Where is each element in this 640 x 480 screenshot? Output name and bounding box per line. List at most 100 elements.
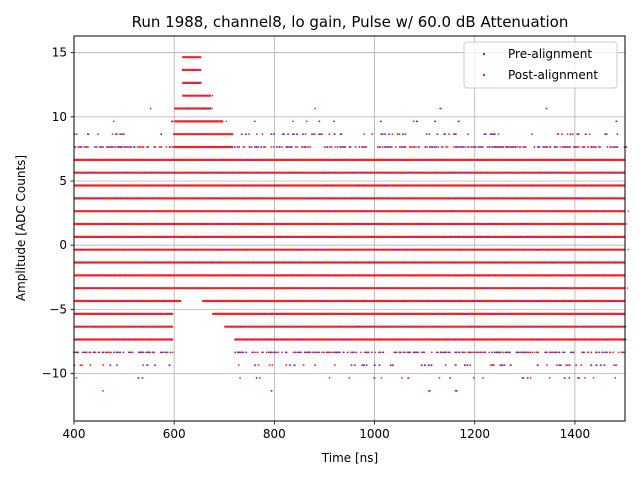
pre-alignment-point: [524, 146, 527, 148]
pre-alignment-point: [182, 159, 184, 161]
pre-alignment-point: [94, 325, 97, 328]
pre-alignment-point: [517, 248, 519, 251]
pre-alignment-point: [414, 261, 417, 264]
post-alignment-point: [313, 351, 316, 354]
pre-alignment-point: [464, 146, 466, 148]
pre-alignment-point: [420, 236, 422, 238]
post-alignment-point: [365, 146, 368, 148]
pre-alignment-point: [604, 351, 606, 354]
pre-alignment-point: [88, 313, 90, 315]
pre-alignment-point: [585, 274, 587, 277]
pre-alignment-point: [544, 197, 546, 200]
pre-alignment-point: [188, 107, 191, 110]
pre-alignment-point: [499, 146, 501, 148]
post-alignment-point: [576, 377, 579, 379]
pre-alignment-point: [356, 325, 359, 328]
pre-alignment-point: [556, 338, 558, 341]
pre-alignment-point: [569, 351, 572, 354]
pre-alignment-point: [435, 171, 438, 174]
pre-alignment-point: [96, 197, 98, 200]
pre-alignment-point: [425, 287, 427, 289]
pre-alignment-point: [537, 351, 540, 354]
pre-alignment-point: [526, 377, 529, 379]
pre-alignment-point: [164, 338, 166, 341]
pre-alignment-point: [436, 210, 439, 212]
pre-alignment-point: [358, 274, 361, 277]
pre-alignment-point: [260, 261, 262, 264]
post-alignment-point: [398, 351, 401, 354]
pre-alignment-point: [563, 377, 566, 379]
pre-alignment-point: [479, 274, 481, 277]
pre-alignment-point: [574, 146, 577, 148]
pre-alignment-point: [482, 184, 484, 187]
pre-alignment-point: [371, 351, 373, 354]
pre-alignment-point: [315, 351, 317, 354]
pre-alignment-point: [550, 171, 552, 174]
pre-alignment-point: [163, 171, 165, 174]
pre-alignment-point: [326, 146, 329, 148]
pre-alignment-point: [614, 364, 617, 366]
pre-alignment-point: [155, 159, 158, 161]
pre-alignment-point: [466, 287, 469, 289]
pre-alignment-point: [514, 146, 517, 148]
pre-alignment-point: [406, 313, 408, 315]
pre-alignment-point: [599, 146, 602, 148]
pre-alignment-point: [613, 197, 615, 200]
pre-alignment-point: [603, 313, 605, 315]
pre-alignment-point: [354, 223, 357, 225]
post-alignment-point: [396, 133, 399, 136]
pre-alignment-point: [109, 274, 111, 277]
pre-alignment-point: [332, 197, 334, 200]
pre-alignment-point: [403, 261, 406, 264]
pre-alignment-point: [255, 171, 258, 174]
pre-alignment-point: [569, 133, 572, 135]
pre-alignment-point: [201, 120, 203, 123]
post-alignment-point: [581, 351, 583, 354]
pre-alignment-point: [123, 313, 126, 315]
pre-alignment-point: [553, 236, 555, 238]
pre-alignment-point: [386, 325, 388, 328]
post-alignment-point: [557, 133, 560, 136]
pre-alignment-point: [283, 274, 285, 277]
pre-alignment-point: [193, 171, 195, 174]
pre-alignment-point: [343, 159, 346, 161]
pre-alignment-point: [410, 274, 412, 277]
pre-alignment-point: [130, 159, 133, 161]
pre-alignment-point: [496, 325, 499, 328]
post-alignment-point: [314, 107, 317, 110]
pre-alignment-point: [569, 248, 572, 251]
pre-alignment-point: [395, 248, 397, 251]
pre-alignment-point: [244, 338, 246, 341]
pre-alignment-point: [205, 287, 207, 289]
pre-alignment-point: [611, 248, 613, 251]
post-alignment-point: [371, 133, 374, 136]
pre-alignment-point: [314, 364, 316, 366]
pre-alignment-point: [455, 390, 458, 392]
pre-alignment-point: [203, 159, 205, 161]
pre-alignment-point: [442, 313, 445, 315]
pre-alignment-point: [513, 184, 516, 187]
post-alignment-point: [270, 146, 273, 148]
post-alignment-point: [331, 351, 333, 354]
pre-alignment-point: [444, 210, 447, 212]
pre-alignment-point: [145, 184, 147, 187]
post-alignment-point: [446, 146, 449, 148]
post-alignment-point: [285, 364, 288, 367]
pre-alignment-point: [499, 210, 501, 212]
post-alignment-point: [264, 146, 267, 148]
pre-alignment-point: [133, 338, 136, 341]
pre-alignment-point: [198, 82, 201, 84]
grid: [73, 36, 625, 421]
pre-alignment-point: [261, 236, 263, 238]
pre-alignment-point: [625, 223, 628, 225]
pre-alignment-point: [477, 325, 479, 328]
pre-alignment-point: [105, 313, 108, 315]
pre-alignment-point: [330, 146, 333, 148]
pre-alignment-point: [430, 223, 433, 225]
pre-alignment-point: [488, 287, 491, 289]
pre-alignment-point: [453, 171, 455, 174]
pre-alignment-point: [467, 171, 469, 174]
pre-alignment-point: [285, 313, 288, 315]
pre-alignment-point: [593, 171, 595, 174]
pre-alignment-point: [297, 351, 300, 354]
